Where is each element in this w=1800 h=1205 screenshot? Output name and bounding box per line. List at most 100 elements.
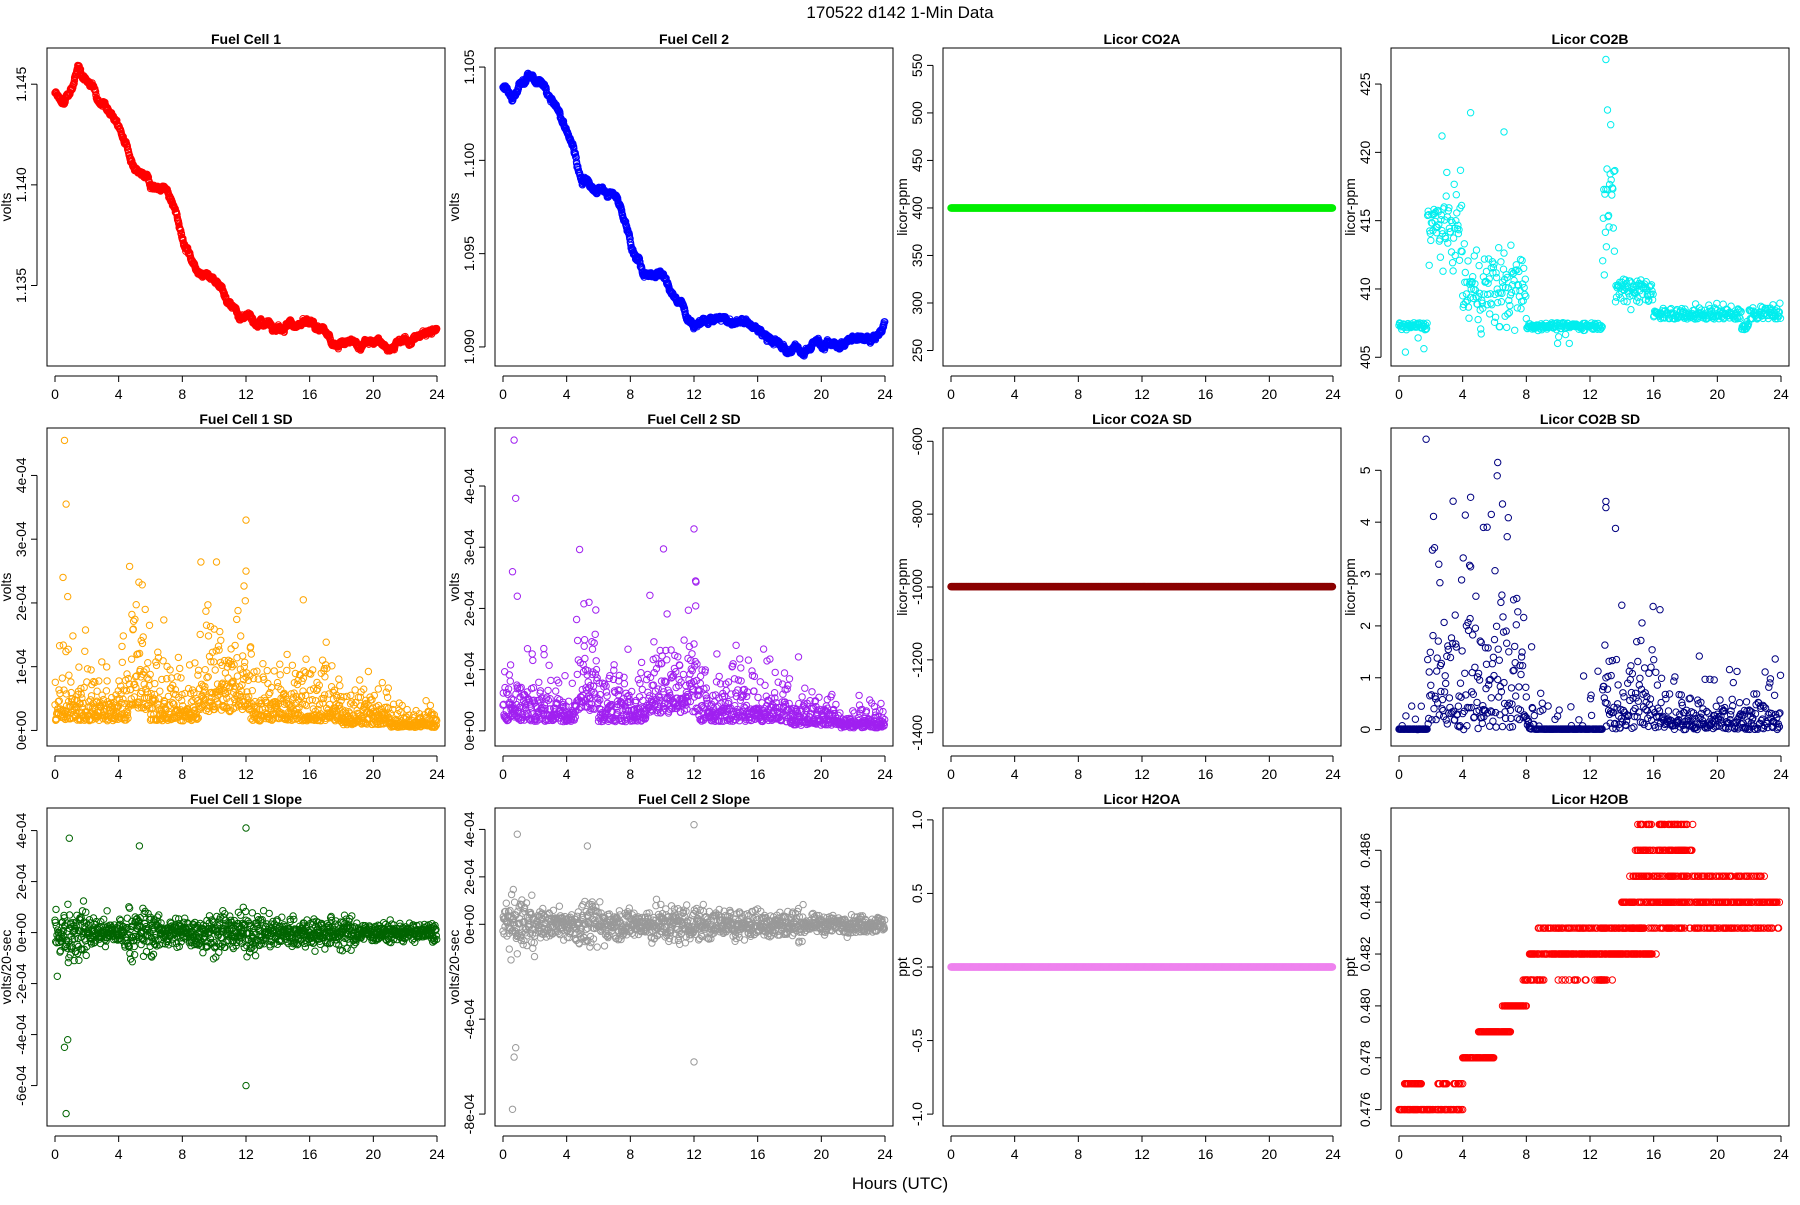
x-tick-label: 4 bbox=[115, 386, 123, 402]
x-tick-label: 8 bbox=[178, 386, 186, 402]
data-point bbox=[213, 559, 219, 565]
data-point bbox=[1604, 107, 1610, 113]
data-point bbox=[1475, 316, 1481, 322]
data-point bbox=[1566, 340, 1572, 346]
y-tick-label: 1.145 bbox=[13, 66, 29, 101]
data-point bbox=[132, 616, 138, 622]
data-point bbox=[1498, 299, 1504, 305]
data-point bbox=[1692, 301, 1698, 307]
data-point bbox=[1600, 258, 1606, 264]
y-tick-label: 1.095 bbox=[461, 236, 477, 271]
data-point bbox=[57, 690, 63, 696]
y-axis-label: volts bbox=[0, 573, 14, 602]
data-point bbox=[175, 654, 181, 660]
data-point bbox=[168, 675, 174, 681]
data-point bbox=[104, 664, 110, 670]
y-tick-label: 500 bbox=[909, 101, 925, 125]
data-point bbox=[104, 678, 110, 684]
data-point bbox=[119, 643, 125, 649]
data-point bbox=[202, 667, 208, 673]
data-point bbox=[212, 667, 218, 673]
panel-title: Fuel Cell 1 SD bbox=[199, 411, 292, 427]
data-point bbox=[1440, 268, 1446, 274]
data-point bbox=[1439, 133, 1445, 139]
data-point bbox=[82, 648, 88, 654]
x-tick-label: 20 bbox=[366, 386, 382, 402]
x-tick-label: 16 bbox=[1198, 386, 1214, 402]
x-tick-label: 12 bbox=[1582, 386, 1598, 402]
x-tick-label: 4 bbox=[1011, 386, 1019, 402]
data-point bbox=[1628, 306, 1634, 312]
data-point bbox=[1506, 309, 1512, 315]
y-axis-label: licor-ppm bbox=[1342, 178, 1358, 236]
data-point bbox=[1463, 291, 1469, 297]
panel-title: Licor CO2B bbox=[1551, 31, 1628, 47]
data-point bbox=[157, 688, 163, 694]
data-point bbox=[197, 631, 203, 637]
data-point bbox=[1421, 346, 1427, 352]
data-point bbox=[1554, 340, 1560, 346]
data-point bbox=[1601, 272, 1607, 278]
data-point bbox=[161, 617, 167, 623]
data-point bbox=[146, 622, 152, 628]
x-tick-label: 0 bbox=[499, 386, 507, 402]
data-point bbox=[76, 664, 82, 670]
data-point bbox=[232, 642, 238, 648]
data-point bbox=[70, 633, 76, 639]
y-tick-label: 300 bbox=[909, 291, 925, 315]
data-point bbox=[1501, 250, 1507, 256]
data-point bbox=[198, 559, 204, 565]
y-tick-label: 410 bbox=[1357, 277, 1373, 301]
y-tick-label: 450 bbox=[909, 149, 925, 173]
data-point bbox=[1426, 262, 1432, 268]
data-point bbox=[99, 659, 105, 665]
x-tick-label: 12 bbox=[1134, 386, 1150, 402]
data-point bbox=[1476, 262, 1482, 268]
data-point bbox=[1443, 193, 1449, 199]
x-tick-label: 8 bbox=[1522, 386, 1530, 402]
data-point bbox=[1444, 169, 1450, 175]
x-tick-label: 24 bbox=[1325, 386, 1341, 402]
data-point bbox=[1428, 237, 1434, 243]
x-tick-label: 24 bbox=[877, 386, 893, 402]
y-tick-label: 415 bbox=[1357, 209, 1373, 233]
data-point bbox=[124, 671, 130, 677]
panel-title: Licor CO2A bbox=[1103, 31, 1180, 47]
y-axis-label: licor-ppm bbox=[894, 178, 910, 236]
data-point bbox=[142, 606, 148, 612]
y-tick-label: 405 bbox=[1357, 345, 1373, 369]
data-point bbox=[1456, 257, 1462, 263]
data-point bbox=[228, 646, 234, 652]
data-point bbox=[203, 608, 209, 614]
data-point bbox=[119, 659, 125, 665]
data-point bbox=[203, 622, 209, 628]
data-point bbox=[145, 660, 151, 666]
data-point bbox=[1522, 276, 1528, 282]
data-point bbox=[1466, 315, 1472, 321]
data-point bbox=[1402, 349, 1408, 355]
data-point bbox=[1606, 224, 1612, 230]
x-tick-label: 12 bbox=[686, 386, 702, 402]
data-point bbox=[1448, 249, 1454, 255]
data-point bbox=[88, 693, 94, 699]
data-point bbox=[1493, 274, 1499, 280]
data-point bbox=[1462, 269, 1468, 275]
data-point bbox=[218, 637, 224, 643]
data-point bbox=[1777, 300, 1783, 306]
x-tick-label: 0 bbox=[947, 386, 955, 402]
data-point bbox=[82, 627, 88, 633]
data-point bbox=[217, 628, 223, 634]
data-point bbox=[1487, 311, 1493, 317]
x-tick-label: 0 bbox=[1395, 386, 1403, 402]
data-points bbox=[500, 70, 888, 359]
data-point bbox=[1610, 225, 1616, 231]
data-point bbox=[1498, 259, 1504, 265]
data-point bbox=[126, 563, 132, 569]
panel-title: Fuel Cell 1 bbox=[211, 31, 281, 47]
